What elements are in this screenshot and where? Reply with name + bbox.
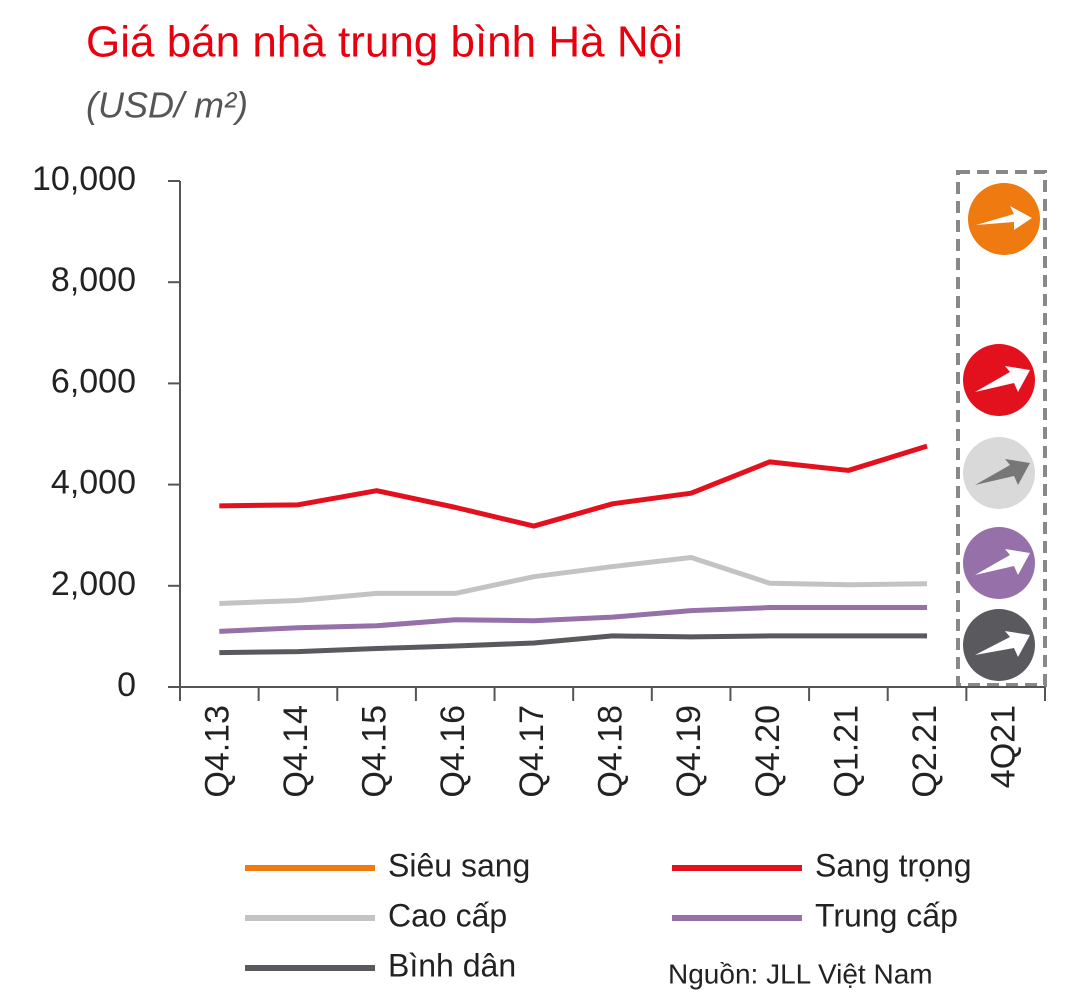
trend-icons <box>963 183 1040 681</box>
x-tick-label: Q4.17 <box>513 705 551 798</box>
x-tick-label: 4Q21 <box>985 705 1023 788</box>
x-tick-label: Q4.16 <box>434 705 472 798</box>
series-line <box>219 443 928 529</box>
icon <box>975 549 1030 575</box>
x-tick-label: Q4.18 <box>591 705 629 798</box>
x-tick-label: Q4.15 <box>356 705 394 798</box>
legend-label: Bình dân <box>388 947 516 983</box>
x-tick-label: Q4.20 <box>749 705 787 798</box>
x-tick-label: Q4.13 <box>198 705 236 798</box>
legend-label: Cao cấp <box>388 897 507 933</box>
legend-label: Siêu sang <box>388 847 530 883</box>
series-line <box>219 554 928 607</box>
series-line <box>219 605 928 634</box>
chart-subtitle: (USD/ m²) <box>86 85 248 126</box>
y-tick-label: 2,000 <box>51 565 136 603</box>
x-tick-label: Q2.21 <box>906 705 944 798</box>
x-tick-label: Q4.19 <box>670 705 708 798</box>
y-tick-label: 4,000 <box>51 464 136 502</box>
source: Nguồn: JLL Việt Nam <box>668 958 933 989</box>
legend-label: Sang trọng <box>815 847 972 883</box>
icon <box>976 206 1032 230</box>
y-tick-label: 8,000 <box>51 261 136 299</box>
chart-title: Giá bán nhà trung bình Hà Nội <box>86 18 683 67</box>
x-tick-label: Q4.14 <box>277 705 315 798</box>
forecast-box <box>956 170 1047 687</box>
y-tick-label: 0 <box>117 666 136 704</box>
x-tick-label: Q1.21 <box>827 705 865 798</box>
y-tick-label: 10,000 <box>32 160 136 198</box>
icon <box>975 459 1030 485</box>
icon <box>975 366 1030 392</box>
legend-label: Trung cấp <box>815 897 958 933</box>
series-line <box>219 633 928 656</box>
y-tick-label: 6,000 <box>51 362 136 400</box>
icon <box>975 631 1030 657</box>
